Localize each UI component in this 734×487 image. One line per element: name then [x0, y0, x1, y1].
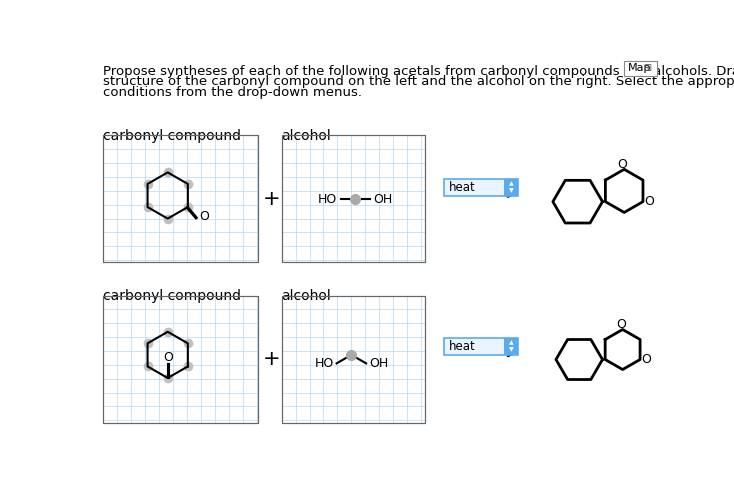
Bar — [103, 296, 258, 423]
Text: carbonyl compound: carbonyl compound — [103, 129, 241, 143]
Text: ▼: ▼ — [509, 347, 513, 352]
Bar — [444, 338, 518, 355]
Text: ▼: ▼ — [509, 188, 513, 193]
Text: O: O — [642, 353, 651, 366]
Text: O: O — [199, 209, 209, 223]
Bar — [282, 296, 425, 423]
Text: carbonyl compound: carbonyl compound — [103, 289, 241, 303]
Text: conditions from the drop-down menus.: conditions from the drop-down menus. — [103, 86, 363, 99]
Text: HO: HO — [314, 357, 333, 370]
Text: O: O — [163, 352, 172, 364]
Bar — [504, 338, 518, 355]
Text: OH: OH — [373, 193, 393, 206]
Bar — [504, 179, 518, 195]
Text: HO: HO — [318, 193, 338, 206]
Text: ⊞: ⊞ — [644, 63, 652, 74]
Bar — [444, 179, 518, 195]
Bar — [282, 135, 425, 262]
Text: ▲: ▲ — [509, 340, 513, 346]
Text: Map: Map — [628, 63, 652, 74]
Text: O: O — [616, 318, 626, 331]
Bar — [103, 135, 258, 262]
Text: Propose syntheses of each of the following acetals from carbonyl compounds and a: Propose syntheses of each of the followi… — [103, 65, 734, 77]
Bar — [103, 296, 258, 423]
Text: heat: heat — [449, 181, 476, 193]
Text: O: O — [644, 195, 654, 208]
Text: O: O — [618, 158, 628, 171]
Text: ▲: ▲ — [509, 181, 513, 186]
Text: +: + — [263, 349, 280, 369]
FancyBboxPatch shape — [624, 61, 657, 76]
Bar — [282, 296, 425, 423]
Bar — [103, 135, 258, 262]
Bar — [282, 135, 425, 262]
Text: heat: heat — [449, 340, 476, 353]
Text: OH: OH — [369, 357, 388, 370]
Text: alcohol: alcohol — [282, 129, 331, 143]
Text: alcohol: alcohol — [282, 289, 331, 303]
Text: +: + — [263, 189, 280, 209]
Text: structure of the carbonyl compound on the left and the alcohol on the right. Sel: structure of the carbonyl compound on th… — [103, 75, 734, 88]
